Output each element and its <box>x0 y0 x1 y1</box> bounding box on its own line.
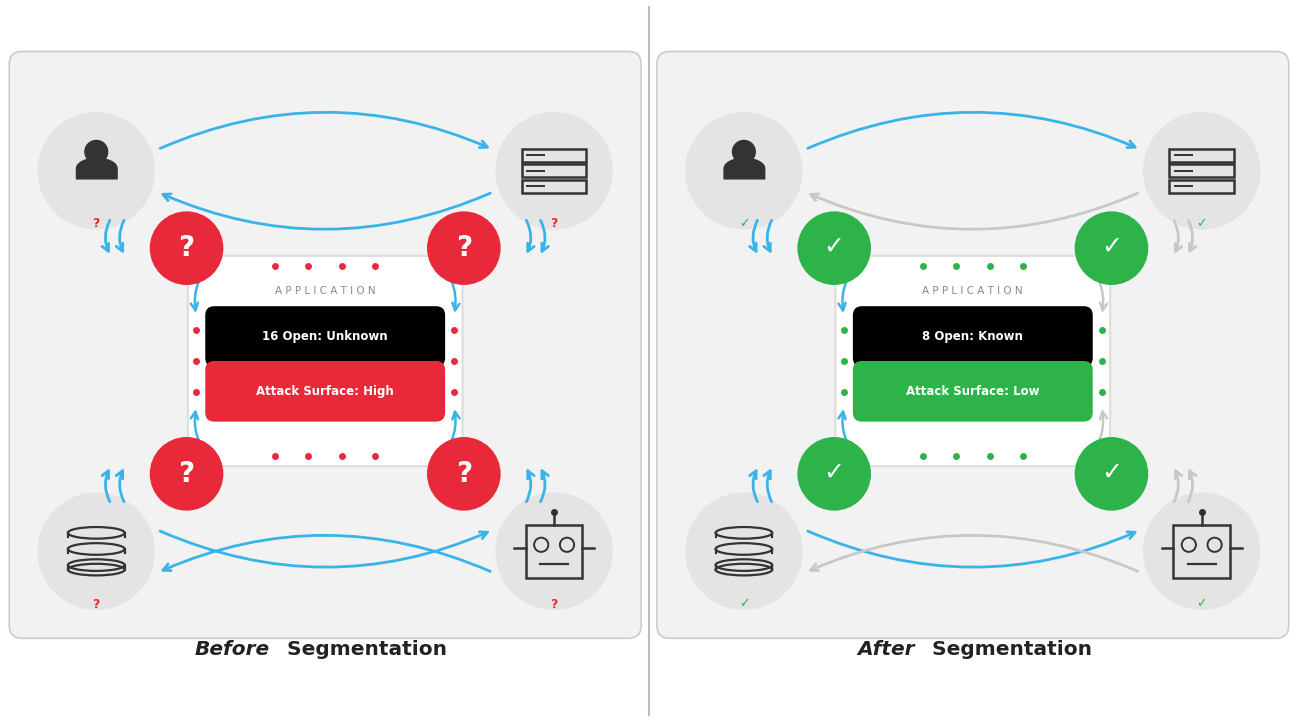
Text: ✓: ✓ <box>1101 235 1121 259</box>
Circle shape <box>1144 493 1260 609</box>
Circle shape <box>685 113 802 229</box>
Text: ✓: ✓ <box>739 217 749 230</box>
Text: Before: Before <box>195 640 269 659</box>
FancyArrowPatch shape <box>103 220 110 251</box>
FancyArrowPatch shape <box>839 412 867 466</box>
FancyArrowPatch shape <box>540 471 548 502</box>
FancyBboxPatch shape <box>205 306 445 367</box>
Circle shape <box>798 212 870 284</box>
Text: Segmentation: Segmentation <box>280 640 448 659</box>
Text: ?: ? <box>179 460 195 488</box>
FancyArrowPatch shape <box>540 220 548 251</box>
FancyBboxPatch shape <box>9 51 641 638</box>
Text: After: After <box>857 640 915 659</box>
Text: ?: ? <box>179 234 195 262</box>
FancyArrowPatch shape <box>160 113 488 149</box>
FancyBboxPatch shape <box>853 361 1093 422</box>
Text: A P P L I C A T I O N: A P P L I C A T I O N <box>275 287 375 296</box>
FancyArrowPatch shape <box>103 471 110 502</box>
FancyArrowPatch shape <box>527 471 535 502</box>
FancyArrowPatch shape <box>527 220 535 251</box>
Circle shape <box>1075 438 1147 510</box>
FancyArrowPatch shape <box>191 256 219 310</box>
Text: ?: ? <box>456 460 472 488</box>
FancyBboxPatch shape <box>188 256 462 466</box>
Circle shape <box>798 438 870 510</box>
Circle shape <box>1144 113 1260 229</box>
FancyArrowPatch shape <box>750 471 758 502</box>
Text: Attack Surface: Low: Attack Surface: Low <box>906 385 1040 398</box>
Text: ✓: ✓ <box>1101 461 1121 484</box>
FancyArrowPatch shape <box>839 256 867 310</box>
Text: ✓: ✓ <box>824 235 845 259</box>
Circle shape <box>496 113 613 229</box>
Text: ?: ? <box>92 217 100 230</box>
FancyArrowPatch shape <box>431 256 459 310</box>
Text: ✓: ✓ <box>739 598 749 611</box>
Circle shape <box>1075 212 1147 284</box>
FancyArrowPatch shape <box>807 531 1134 567</box>
FancyBboxPatch shape <box>205 361 445 422</box>
Text: ✓: ✓ <box>1197 598 1207 611</box>
Text: 16 Open: Unknown: 16 Open: Unknown <box>262 330 388 343</box>
Circle shape <box>38 113 154 229</box>
Circle shape <box>38 493 154 609</box>
Circle shape <box>496 493 613 609</box>
FancyArrowPatch shape <box>810 193 1138 230</box>
Circle shape <box>685 493 802 609</box>
FancyArrowPatch shape <box>1173 471 1181 502</box>
FancyArrowPatch shape <box>763 220 771 251</box>
Text: ✓: ✓ <box>824 461 845 484</box>
Circle shape <box>428 438 500 510</box>
FancyArrowPatch shape <box>191 412 219 466</box>
FancyArrowPatch shape <box>763 471 771 502</box>
Text: A P P L I C A T I O N: A P P L I C A T I O N <box>923 287 1023 296</box>
Circle shape <box>151 212 223 284</box>
FancyBboxPatch shape <box>657 51 1289 638</box>
Text: ?: ? <box>550 217 558 230</box>
Text: ?: ? <box>92 598 100 611</box>
Circle shape <box>732 141 755 163</box>
FancyArrowPatch shape <box>1079 256 1107 310</box>
FancyArrowPatch shape <box>160 531 488 567</box>
Text: Segmentation: Segmentation <box>924 640 1092 659</box>
Text: 8 Open: Known: 8 Open: Known <box>923 330 1023 343</box>
Text: ✓: ✓ <box>1197 217 1207 230</box>
FancyArrowPatch shape <box>810 535 1138 571</box>
Circle shape <box>428 212 500 284</box>
FancyArrowPatch shape <box>1173 220 1181 251</box>
FancyArrowPatch shape <box>164 193 491 230</box>
Circle shape <box>84 141 108 163</box>
Text: ?: ? <box>550 598 558 611</box>
FancyBboxPatch shape <box>836 256 1110 466</box>
FancyArrowPatch shape <box>1188 220 1195 251</box>
FancyArrowPatch shape <box>117 220 125 251</box>
Text: Attack Surface: High: Attack Surface: High <box>256 385 395 398</box>
FancyArrowPatch shape <box>807 113 1134 149</box>
Text: ?: ? <box>456 234 472 262</box>
FancyArrowPatch shape <box>1079 412 1107 466</box>
Circle shape <box>151 438 223 510</box>
FancyArrowPatch shape <box>431 412 459 466</box>
FancyArrowPatch shape <box>117 471 125 502</box>
FancyArrowPatch shape <box>164 535 491 571</box>
FancyArrowPatch shape <box>1188 471 1195 502</box>
FancyBboxPatch shape <box>853 306 1093 367</box>
FancyArrowPatch shape <box>750 220 758 251</box>
